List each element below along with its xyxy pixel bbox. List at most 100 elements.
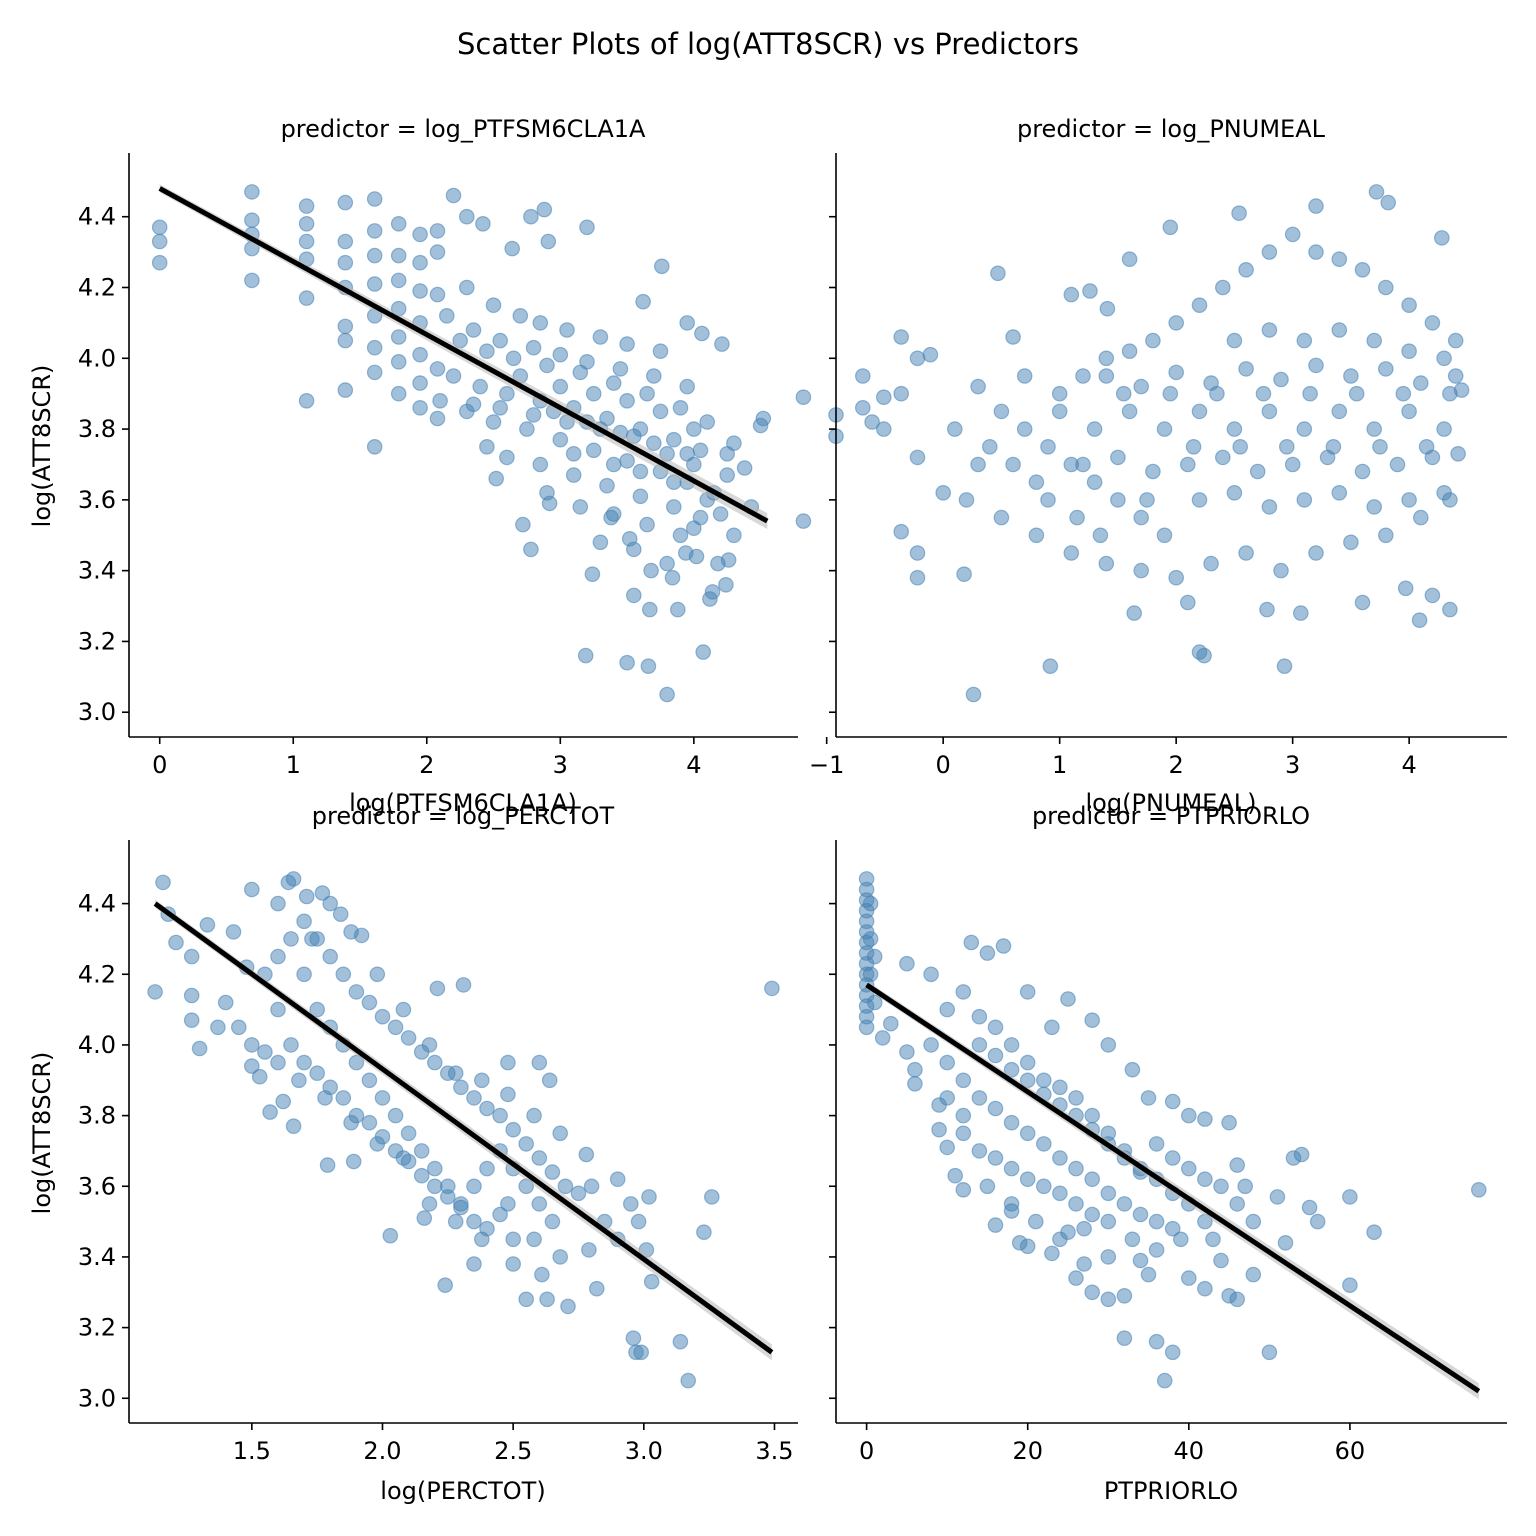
data-point <box>314 885 331 901</box>
scatter-points <box>795 184 1470 703</box>
data-point <box>387 1019 404 1036</box>
data-point <box>1019 1171 1036 1187</box>
data-point <box>337 318 354 335</box>
data-point <box>552 1125 568 1142</box>
data-point <box>955 1107 972 1124</box>
data-point <box>366 247 383 264</box>
data-point <box>612 361 629 377</box>
data-point <box>244 184 260 200</box>
data-point <box>1068 1270 1084 1286</box>
data-point <box>1028 474 1045 490</box>
data-point <box>1116 1330 1133 1346</box>
data-point <box>1115 385 1132 402</box>
data-point <box>1098 350 1115 367</box>
data-point <box>1005 456 1021 473</box>
data-point <box>714 336 730 352</box>
data-point <box>955 1072 972 1089</box>
x-tick-label: 2 <box>419 751 434 779</box>
data-point <box>1411 612 1428 628</box>
data-point <box>679 378 695 395</box>
regression-line <box>158 186 769 524</box>
data-point <box>1124 1061 1141 1078</box>
data-point <box>955 984 972 1000</box>
data-point <box>1019 1125 1036 1142</box>
data-point <box>1395 385 1412 402</box>
data-point <box>552 1249 568 1265</box>
data-point <box>445 187 462 204</box>
data-point <box>412 375 428 391</box>
panel-1: predictor = log_PTFSM6CLA1A log(PTFSM6CL… <box>28 115 798 817</box>
data-point <box>335 1090 352 1106</box>
data-point <box>366 191 383 207</box>
data-point <box>719 467 735 483</box>
data-point <box>1181 1107 1197 1124</box>
data-point <box>244 1058 260 1074</box>
data-point <box>505 1256 521 1272</box>
data-point <box>479 438 495 455</box>
data-point <box>605 375 622 391</box>
data-point <box>995 938 1012 954</box>
data-point <box>1447 368 1464 384</box>
data-point <box>1296 332 1313 349</box>
data-point <box>337 382 354 398</box>
data-point <box>1076 1256 1092 1272</box>
data-point <box>712 506 729 522</box>
data-point <box>963 934 980 951</box>
data-point <box>1121 251 1138 268</box>
data-point <box>710 555 726 572</box>
data-point <box>426 1178 443 1195</box>
data-point <box>899 955 915 972</box>
data-point <box>552 346 569 363</box>
data-point <box>519 421 535 437</box>
data-point <box>225 924 242 940</box>
data-point <box>882 1015 899 1032</box>
data-point <box>1284 456 1301 473</box>
data-point <box>485 297 502 313</box>
data-point <box>1121 343 1138 359</box>
data-point <box>1003 1114 1020 1131</box>
data-point <box>1140 1266 1157 1283</box>
data-point <box>864 414 880 430</box>
x-tick-label: 3.5 <box>755 1437 793 1465</box>
data-point <box>296 1054 312 1071</box>
data-point <box>1003 1160 1020 1177</box>
data-point <box>692 442 709 459</box>
x-tick-label: −1 <box>809 751 844 779</box>
data-point <box>858 1019 875 1036</box>
data-point <box>641 601 658 618</box>
data-point <box>1436 484 1452 501</box>
data-point <box>694 325 710 342</box>
data-point <box>1331 322 1348 338</box>
data-point <box>639 516 655 533</box>
data-point <box>432 392 448 409</box>
data-point <box>518 1136 534 1152</box>
data-point <box>361 994 378 1011</box>
data-point <box>1237 1178 1253 1195</box>
data-point <box>1308 198 1324 214</box>
data-point <box>369 966 386 983</box>
data-point <box>1269 1189 1286 1205</box>
data-point <box>958 492 975 508</box>
data-point <box>285 871 302 887</box>
data-point <box>275 1093 291 1110</box>
data-point <box>1302 385 1318 402</box>
data-point <box>979 945 996 961</box>
data-point <box>1276 658 1293 674</box>
data-point <box>1164 1150 1181 1166</box>
data-point <box>1261 499 1278 515</box>
data-point <box>599 477 615 494</box>
data-point <box>1100 1291 1117 1308</box>
data-point <box>1229 1196 1245 1212</box>
data-point <box>472 378 488 395</box>
data-point <box>939 1054 955 1071</box>
data-point <box>1082 283 1098 299</box>
data-point <box>1366 421 1382 437</box>
y-tick-label: 4.0 <box>78 344 116 372</box>
data-point <box>703 1189 720 1205</box>
data-point <box>632 463 649 480</box>
data-point <box>1197 1280 1213 1297</box>
data-point <box>1424 315 1441 331</box>
data-point <box>270 1054 286 1071</box>
data-point <box>390 216 407 232</box>
data-point <box>1086 474 1103 490</box>
